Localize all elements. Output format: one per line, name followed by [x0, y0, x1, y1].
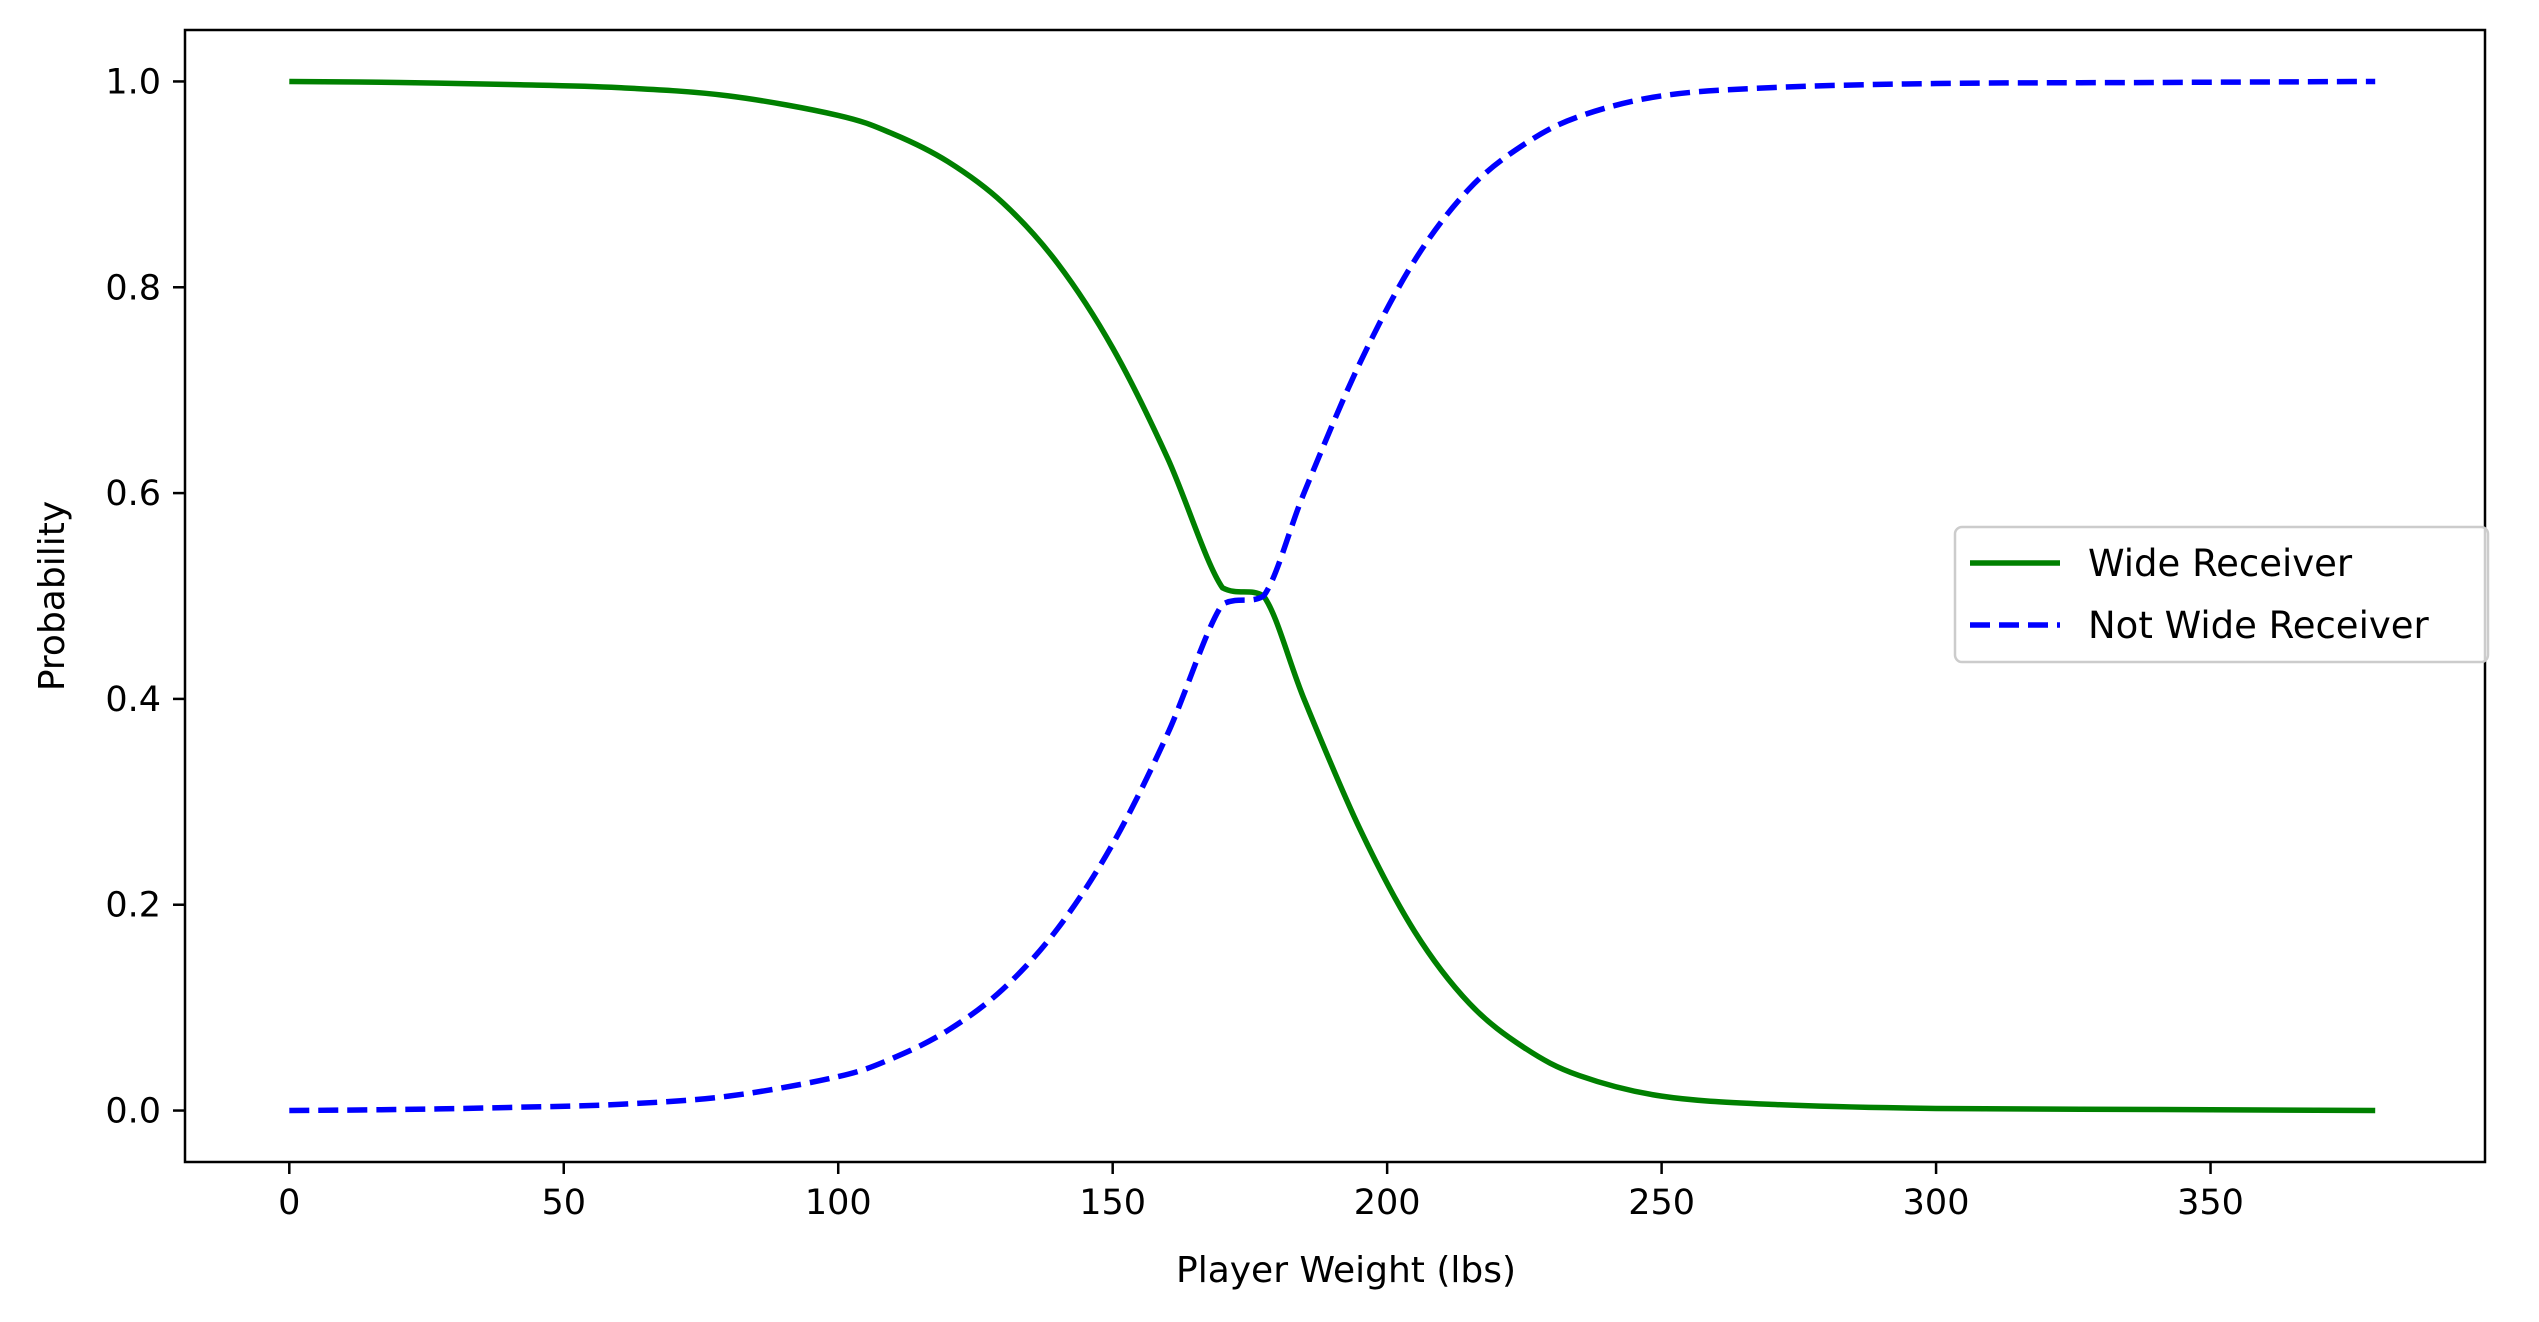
x-tick: 150 [1079, 1162, 1146, 1223]
x-tick-label: 0 [278, 1183, 300, 1223]
x-tick-label: 350 [2177, 1183, 2244, 1223]
series-layer [289, 78, 2376, 1114]
x-axis-title: Player Weight (lbs) [1176, 1250, 1516, 1291]
y-tick-label: 1.0 [105, 62, 161, 102]
legend-label-wide-receiver: Wide Receiver [2088, 542, 2353, 585]
x-tick-label: 150 [1079, 1183, 1146, 1223]
x-tick-label: 100 [805, 1183, 872, 1223]
y-tick: 0.6 [105, 474, 185, 514]
y-tick: 0.8 [105, 268, 185, 308]
legend-label-not-wide-receiver: Not Wide Receiver [2088, 604, 2430, 647]
legend: Wide Receiver Not Wide Receiver [1953, 525, 2490, 664]
y-axis-ticks: 0.0 0.2 0.4 0.6 0.8 1.0 [105, 62, 185, 1132]
x-tick: 100 [805, 1162, 872, 1223]
x-tick-label: 300 [1903, 1183, 1970, 1223]
y-tick: 0.4 [105, 680, 185, 720]
y-tick-label: 0.4 [105, 680, 161, 720]
y-tick-label: 0.0 [105, 1092, 161, 1132]
x-tick: 0 [278, 1162, 300, 1223]
y-tick-label: 0.6 [105, 474, 161, 514]
y-tick: 0.2 [105, 886, 185, 926]
y-axis-title: Probability [32, 501, 73, 691]
x-tick-label: 50 [541, 1183, 586, 1223]
series-line-wide-receiver [289, 78, 2376, 1114]
x-tick-label: 250 [1628, 1183, 1695, 1223]
x-axis-ticks: 0 50 100 150 200 250 300 350 [278, 1162, 2244, 1223]
x-tick: 250 [1628, 1162, 1695, 1223]
x-tick: 50 [541, 1162, 586, 1223]
y-tick: 1.0 [105, 62, 185, 102]
x-tick: 200 [1354, 1162, 1421, 1223]
y-tick-label: 0.8 [105, 268, 161, 308]
x-tick: 300 [1903, 1162, 1970, 1223]
y-tick: 0.0 [105, 1092, 185, 1132]
y-tick-label: 0.2 [105, 886, 161, 926]
series-line-not-wide-receiver [289, 78, 2376, 1114]
legend-box [1953, 525, 2490, 664]
x-tick: 350 [2177, 1162, 2244, 1223]
x-tick-label: 200 [1354, 1183, 1421, 1223]
